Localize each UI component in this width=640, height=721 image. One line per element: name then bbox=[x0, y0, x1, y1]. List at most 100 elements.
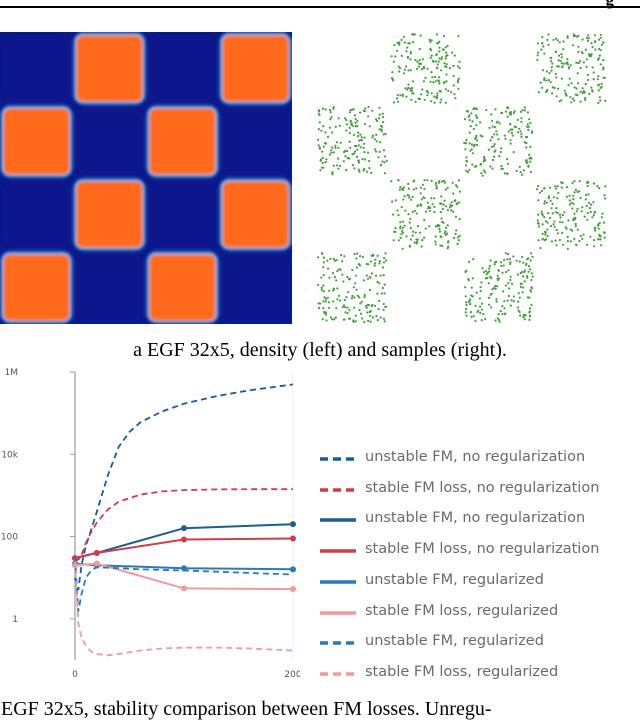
sample-point bbox=[560, 62, 563, 65]
sample-point bbox=[509, 275, 512, 278]
sample-point bbox=[493, 261, 497, 264]
sample-point bbox=[360, 136, 363, 139]
sample-point bbox=[490, 113, 493, 116]
sample-point bbox=[408, 244, 411, 247]
sample-point bbox=[376, 119, 379, 123]
sample-point bbox=[528, 318, 531, 321]
sample-point bbox=[444, 57, 447, 60]
sample-point bbox=[341, 305, 344, 309]
sample-point bbox=[348, 157, 351, 160]
sample-point bbox=[495, 130, 498, 133]
sample-point bbox=[471, 295, 474, 298]
sample-point bbox=[463, 141, 466, 144]
sample-point bbox=[597, 47, 601, 50]
sample-point bbox=[509, 304, 512, 307]
sample-point bbox=[337, 167, 340, 170]
sample-point bbox=[367, 263, 370, 266]
sample-point bbox=[452, 210, 455, 213]
sample-point bbox=[512, 151, 515, 154]
sample-point bbox=[497, 318, 500, 321]
sample-point bbox=[456, 242, 459, 245]
sample-point bbox=[468, 114, 471, 117]
sample-point bbox=[584, 194, 588, 197]
sample-point bbox=[323, 311, 326, 315]
sample-point bbox=[543, 200, 546, 203]
sample-point bbox=[499, 150, 502, 154]
sample-point bbox=[332, 151, 335, 154]
series-point bbox=[93, 560, 100, 567]
sample-point bbox=[320, 289, 324, 292]
sample-point bbox=[600, 43, 603, 46]
sample-point bbox=[522, 275, 525, 278]
sample-point bbox=[500, 147, 503, 150]
sample-point bbox=[590, 53, 593, 56]
sample-point bbox=[359, 111, 362, 114]
sample-point bbox=[597, 224, 600, 227]
sample-point bbox=[481, 174, 484, 177]
sample-point bbox=[496, 317, 499, 320]
sample-point bbox=[317, 138, 320, 141]
sample-point bbox=[359, 302, 362, 305]
sample-point bbox=[401, 231, 405, 234]
sample-point bbox=[402, 198, 405, 201]
sample-point bbox=[597, 89, 600, 92]
sample-point bbox=[489, 139, 492, 142]
sample-point bbox=[465, 139, 468, 142]
sample-point bbox=[579, 90, 582, 93]
sample-point bbox=[574, 188, 577, 191]
sample-point bbox=[549, 199, 552, 202]
sample-point bbox=[526, 161, 529, 164]
sample-point bbox=[458, 234, 461, 237]
sample-point bbox=[576, 228, 579, 231]
heatmap-cell-high bbox=[219, 178, 292, 251]
sample-point bbox=[577, 34, 580, 37]
sample-point bbox=[554, 211, 557, 214]
sample-point bbox=[437, 60, 440, 63]
sample-point bbox=[374, 150, 378, 153]
sample-point bbox=[404, 87, 407, 90]
sample-point bbox=[519, 285, 522, 288]
sample-point bbox=[564, 226, 567, 229]
sample-point bbox=[579, 234, 582, 237]
sample-point bbox=[317, 128, 320, 131]
sample-point bbox=[439, 210, 442, 214]
series-line bbox=[74, 561, 294, 657]
sample-point bbox=[345, 129, 348, 132]
sample-point bbox=[561, 231, 564, 235]
sample-point bbox=[425, 89, 428, 93]
sample-point bbox=[319, 169, 322, 172]
sample-point bbox=[401, 220, 404, 223]
sample-point bbox=[380, 130, 383, 133]
sample-point bbox=[603, 76, 606, 79]
sample-point bbox=[528, 268, 532, 271]
sample-point bbox=[441, 207, 444, 211]
sample-point bbox=[440, 195, 443, 198]
sample-point bbox=[405, 50, 408, 53]
sample-point bbox=[359, 146, 362, 149]
sample-point bbox=[475, 124, 478, 127]
sample-cluster bbox=[390, 179, 461, 250]
sample-point bbox=[541, 212, 544, 215]
sample-point bbox=[351, 153, 354, 156]
sample-point bbox=[419, 186, 423, 189]
sample-point bbox=[341, 260, 344, 263]
sample-point bbox=[528, 307, 532, 310]
sample-point bbox=[516, 118, 519, 121]
x-tick-label: 200 bbox=[284, 670, 300, 680]
sample-point bbox=[421, 58, 424, 61]
sample-point bbox=[440, 236, 443, 239]
sample-point bbox=[334, 144, 337, 147]
sample-point bbox=[321, 156, 324, 159]
sample-point bbox=[352, 108, 355, 111]
sample-point bbox=[458, 190, 461, 193]
sample-point bbox=[576, 207, 579, 210]
sample-point bbox=[324, 108, 327, 111]
sample-point bbox=[489, 275, 492, 278]
sample-point bbox=[452, 192, 455, 195]
sample-point bbox=[547, 197, 550, 200]
sample-point bbox=[457, 87, 460, 90]
sample-point bbox=[411, 41, 415, 44]
sample-point bbox=[325, 319, 328, 322]
sample-point bbox=[406, 56, 409, 59]
density-heatmap bbox=[0, 32, 292, 324]
